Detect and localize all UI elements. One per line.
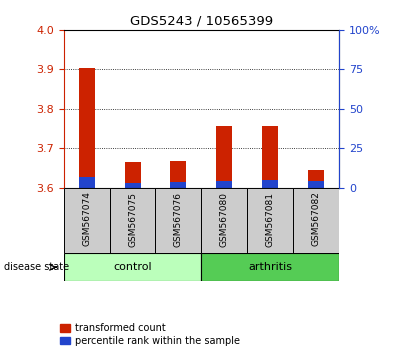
Bar: [171, 161, 187, 188]
Bar: [79, 177, 95, 188]
Title: GDS5243 / 10565399: GDS5243 / 10565399: [130, 15, 273, 28]
Text: arthritis: arthritis: [248, 262, 292, 272]
Bar: [171, 182, 187, 188]
Bar: [64, 253, 201, 281]
Text: GSM567076: GSM567076: [174, 192, 183, 246]
Bar: [125, 162, 141, 188]
Bar: [262, 126, 278, 188]
Bar: [110, 188, 155, 253]
Text: GSM567082: GSM567082: [312, 192, 321, 246]
Bar: [125, 183, 141, 188]
Bar: [247, 188, 293, 253]
Bar: [201, 188, 247, 253]
Bar: [216, 181, 232, 188]
Legend: transformed count, percentile rank within the sample: transformed count, percentile rank withi…: [60, 323, 240, 346]
Bar: [293, 188, 339, 253]
Bar: [308, 181, 324, 188]
Bar: [262, 180, 278, 188]
Text: GSM567074: GSM567074: [82, 192, 91, 246]
Bar: [155, 188, 201, 253]
Bar: [308, 170, 324, 188]
Bar: [79, 68, 95, 188]
Text: GSM567081: GSM567081: [266, 192, 275, 246]
Bar: [216, 126, 232, 188]
Text: control: control: [113, 262, 152, 272]
Bar: [64, 188, 110, 253]
Bar: [201, 253, 339, 281]
Text: disease state: disease state: [4, 262, 69, 272]
Text: GSM567080: GSM567080: [220, 192, 229, 246]
Text: GSM567075: GSM567075: [128, 192, 137, 246]
